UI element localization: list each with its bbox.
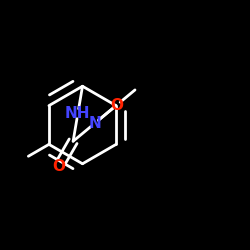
Text: NH: NH bbox=[65, 106, 90, 121]
Text: O: O bbox=[110, 98, 123, 112]
Text: N: N bbox=[88, 116, 101, 131]
Text: O: O bbox=[52, 159, 65, 174]
